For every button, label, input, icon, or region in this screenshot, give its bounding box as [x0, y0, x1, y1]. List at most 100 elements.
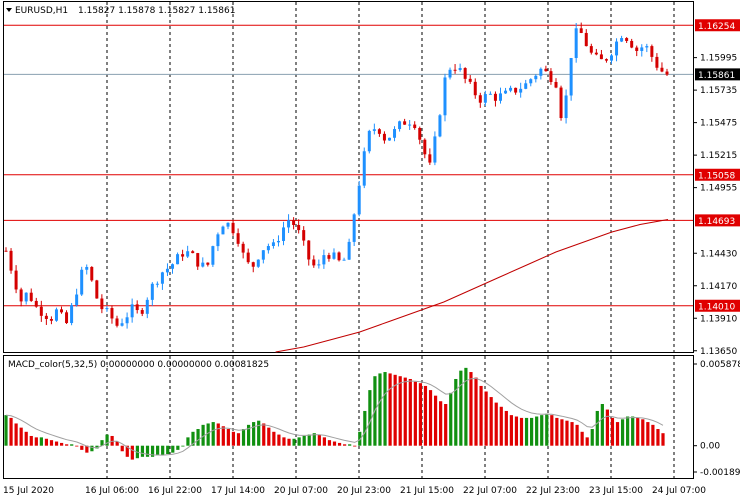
macd-tick-label: 0.0058783: [700, 360, 740, 370]
candle-body: [115, 318, 119, 326]
macd-bar: [282, 437, 286, 446]
candle-body: [569, 57, 573, 96]
macd-bar: [156, 445, 160, 456]
candle-body: [251, 262, 255, 267]
candle-body: [201, 262, 205, 267]
price-tick-label: 1.15735: [700, 86, 737, 96]
macd-bar: [348, 444, 352, 446]
candle-body: [206, 262, 210, 265]
macd-bar: [241, 429, 246, 446]
candle-body: [282, 227, 286, 241]
indicator-label: MACD_color(5,32,5) 0.00000000 0.00000000…: [8, 360, 269, 370]
candle-body: [226, 222, 230, 227]
macd-bar: [312, 433, 316, 446]
macd-bar: [514, 416, 519, 446]
candle-body: [80, 269, 84, 295]
time-tick-label: 24 Jul 07:00: [652, 486, 706, 496]
candle-body: [14, 270, 18, 290]
macd-bar: [403, 377, 407, 446]
candle-body: [160, 272, 164, 284]
candle-body: [458, 68, 462, 70]
macd-bar: [44, 438, 49, 446]
candle-body: [261, 250, 265, 260]
time-tick-label: 20 Jul 07:00: [274, 486, 328, 496]
macd-bar: [115, 441, 119, 446]
macd-bar: [337, 442, 342, 446]
macd-bar: [216, 423, 220, 446]
candle-body: [655, 56, 659, 68]
macd-bar: [545, 413, 549, 446]
candle-body: [287, 220, 291, 228]
candle-body: [645, 46, 649, 48]
candle-body: [60, 309, 64, 313]
candle-body: [620, 38, 624, 42]
candle-body: [241, 243, 245, 253]
macd-bar: [95, 445, 99, 449]
candle-body: [473, 81, 477, 96]
macd-bar: [560, 419, 564, 446]
macd-bar: [641, 419, 645, 446]
macd-bar: [575, 424, 579, 446]
moving-average: [275, 219, 669, 353]
macd-bar: [494, 402, 498, 446]
macd-bar: [479, 385, 483, 446]
candle-body: [529, 79, 533, 84]
macd-bar: [661, 433, 665, 446]
candle-body: [387, 137, 391, 141]
macd-bar: [317, 434, 321, 446]
macd-bar: [636, 417, 640, 446]
macd-bar: [464, 367, 468, 446]
macd-bar: [378, 373, 382, 446]
candle-body: [24, 292, 28, 302]
ohlc-readout: 1.15827 1.15878 1.15827 1.15861: [78, 6, 235, 16]
candle-body: [317, 264, 321, 266]
symbol-dropdown-icon[interactable]: [6, 8, 12, 12]
macd-bar: [565, 420, 569, 446]
macd-bar: [292, 438, 296, 446]
macd-bar: [54, 441, 59, 446]
candle-body: [327, 255, 331, 259]
candle-body: [256, 259, 260, 267]
price-panel-frame: [3, 1, 694, 353]
macd-bar: [125, 445, 129, 457]
price-level-label: 1.15058: [698, 171, 735, 181]
macd-bar: [322, 437, 326, 446]
macd-bar: [535, 416, 539, 446]
macd-bar: [509, 415, 513, 446]
macd-bar: [201, 424, 205, 446]
candle-body: [266, 246, 270, 251]
macd-bar: [570, 422, 574, 446]
macd-bar: [65, 444, 69, 446]
macd-bar: [85, 445, 89, 453]
candle-body: [236, 233, 240, 244]
macd-bar: [29, 435, 33, 446]
macd-bar: [267, 427, 271, 446]
time-tick-label: 20 Jul 23:00: [337, 486, 391, 496]
price-tick-label: 1.14955: [700, 184, 737, 194]
macd-bar: [353, 445, 357, 447]
macd-bar: [120, 445, 124, 452]
candle-body: [312, 259, 316, 266]
macd-bar: [140, 445, 145, 457]
macd-bar: [196, 429, 200, 446]
candle-body: [433, 136, 437, 163]
candle-body: [589, 46, 593, 53]
time-tick-label: 22 Jul 07:00: [463, 486, 517, 496]
price-tick-label: 1.13650: [700, 347, 737, 357]
candle-body: [70, 305, 74, 324]
macd-histogram: [4, 367, 665, 460]
candle-body: [221, 226, 225, 235]
macd-bar: [550, 415, 554, 446]
macd-bar: [19, 427, 23, 446]
macd-bar: [24, 431, 28, 446]
symbol-label[interactable]: EURUSD,H1: [15, 6, 68, 16]
candle-body: [604, 59, 608, 61]
candle-body: [90, 266, 94, 281]
macd-bar: [469, 372, 473, 446]
candle-body: [539, 68, 543, 76]
candle-body: [292, 220, 296, 225]
macd-bar: [428, 390, 433, 446]
candle-body: [630, 40, 634, 48]
candle-body: [584, 32, 588, 47]
